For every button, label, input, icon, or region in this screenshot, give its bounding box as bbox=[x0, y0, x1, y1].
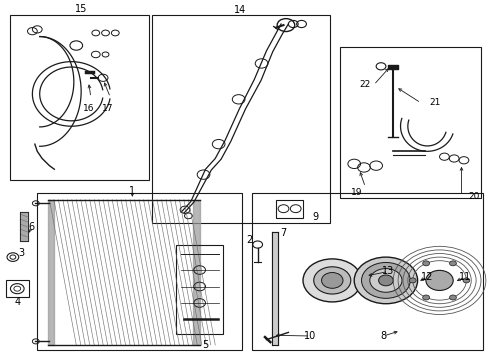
Text: 5: 5 bbox=[202, 340, 208, 350]
Circle shape bbox=[462, 278, 469, 283]
Bar bbox=[37, 193, 242, 350]
Text: 9: 9 bbox=[311, 212, 318, 221]
Text: 13: 13 bbox=[382, 266, 394, 276]
Bar bbox=[10, 15, 149, 180]
Text: 6: 6 bbox=[28, 222, 35, 231]
Circle shape bbox=[369, 269, 401, 292]
Circle shape bbox=[422, 261, 428, 266]
Bar bbox=[276, 200, 303, 218]
Text: 17: 17 bbox=[102, 104, 114, 113]
Circle shape bbox=[353, 257, 417, 304]
Text: 7: 7 bbox=[280, 228, 286, 238]
Circle shape bbox=[422, 295, 428, 300]
Circle shape bbox=[425, 270, 452, 291]
Text: 4: 4 bbox=[14, 297, 20, 307]
Bar bbox=[251, 193, 483, 350]
Text: 2: 2 bbox=[246, 235, 252, 245]
Circle shape bbox=[361, 262, 409, 298]
Text: 8: 8 bbox=[380, 331, 386, 341]
Circle shape bbox=[378, 275, 392, 286]
Bar bbox=[176, 244, 222, 334]
Text: 21: 21 bbox=[428, 98, 440, 107]
Text: 14: 14 bbox=[233, 5, 245, 15]
Text: 3: 3 bbox=[18, 248, 24, 258]
Text: 11: 11 bbox=[458, 272, 470, 282]
Circle shape bbox=[408, 278, 415, 283]
Circle shape bbox=[448, 261, 455, 266]
Text: 19: 19 bbox=[350, 188, 362, 197]
Circle shape bbox=[303, 259, 361, 302]
Text: 10: 10 bbox=[304, 331, 316, 341]
Bar bbox=[5, 280, 29, 297]
Circle shape bbox=[448, 295, 455, 300]
Circle shape bbox=[321, 273, 342, 288]
Bar bbox=[152, 15, 329, 223]
Text: 1: 1 bbox=[129, 186, 135, 196]
Bar bbox=[339, 47, 480, 198]
Text: 16: 16 bbox=[82, 104, 94, 113]
Text: 22: 22 bbox=[359, 81, 370, 90]
Text: 12: 12 bbox=[420, 272, 433, 282]
Text: 15: 15 bbox=[75, 4, 87, 14]
Text: 20: 20 bbox=[468, 192, 479, 201]
Circle shape bbox=[313, 267, 350, 294]
